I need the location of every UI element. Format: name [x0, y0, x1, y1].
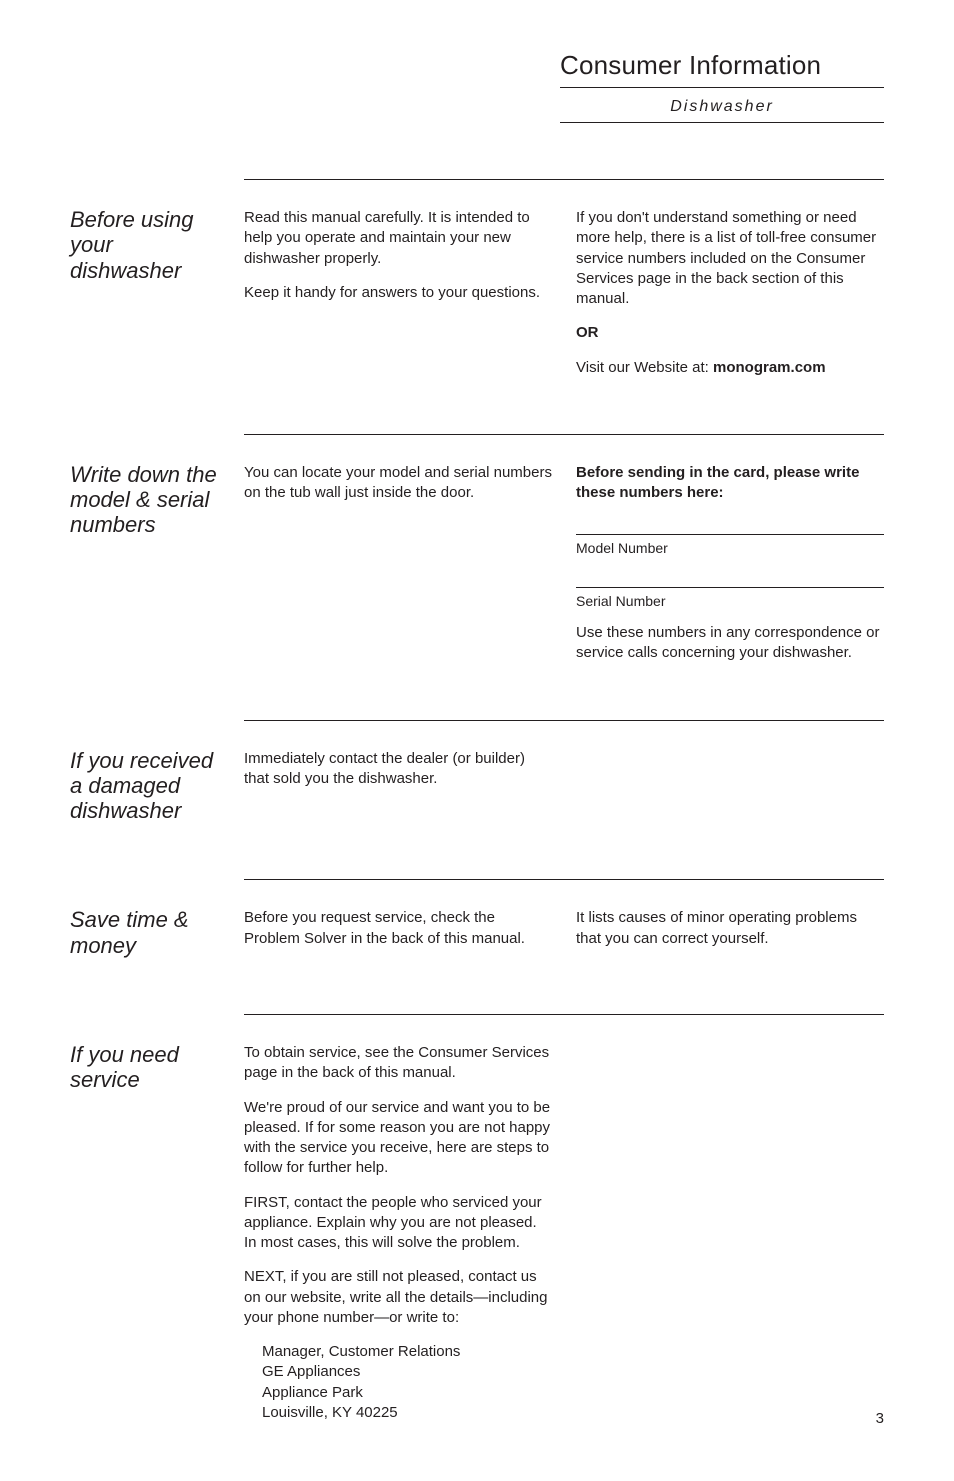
website-url: monogram.com — [713, 359, 826, 376]
left-column: Before you request service, check the Pr… — [244, 908, 552, 958]
body-text: If you don't understand something or nee… — [576, 208, 884, 309]
page-number: 3 — [876, 1410, 884, 1427]
write-numbers-heading: Before sending in the card, please write… — [576, 463, 884, 504]
side-heading: If you received a damaged dishwasher — [70, 720, 220, 824]
model-number-line — [576, 517, 884, 535]
model-number-label: Model Number — [576, 539, 884, 558]
body-text: Keep it handy for answers to your questi… — [244, 283, 552, 303]
address-line: Manager, Customer Relations — [262, 1342, 552, 1362]
body-text: Read this manual carefully. It is intend… — [244, 208, 552, 269]
side-heading: Save time & money — [70, 879, 220, 958]
side-heading: Before using your dishwasher — [70, 179, 220, 378]
section-damaged: If you received a damaged dishwasher Imm… — [70, 692, 884, 852]
left-column: Immediately contact the dealer (or build… — [244, 749, 552, 824]
body-text: It lists causes of minor operating probl… — [576, 908, 884, 949]
body-text: Use these numbers in any correspondence … — [576, 623, 884, 664]
side-heading: Write down the model & serial numbers — [70, 434, 220, 664]
right-column — [576, 749, 884, 824]
left-column: Read this manual carefully. It is intend… — [244, 208, 552, 378]
right-column: Before sending in the card, please write… — [576, 463, 884, 664]
right-column: If you don't understand something or nee… — [576, 208, 884, 378]
section-before-using: Before using your dishwasher Read this m… — [70, 151, 884, 406]
visit-prefix: Visit our Website at: — [576, 359, 713, 376]
address-line: GE Appliances — [262, 1362, 552, 1382]
page-subtitle: Dishwasher — [560, 98, 884, 123]
mailing-address: Manager, Customer Relations GE Appliance… — [244, 1342, 552, 1423]
body-text: FIRST, contact the people who serviced y… — [244, 1193, 552, 1254]
section-save-time: Save time & money Before you request ser… — [70, 851, 884, 986]
serial-number-label: Serial Number — [576, 592, 884, 611]
section-model-serial: Write down the model & serial numbers Yo… — [70, 406, 884, 692]
body-text: We're proud of our service and want you … — [244, 1098, 552, 1179]
body-text: Before you request service, check the Pr… — [244, 908, 552, 949]
body-text: To obtain service, see the Consumer Serv… — [244, 1043, 552, 1084]
address-line: Louisville, KY 40225 — [262, 1403, 552, 1423]
left-column: To obtain service, see the Consumer Serv… — [244, 1043, 552, 1423]
right-column — [576, 1043, 884, 1423]
page-title: Consumer Information — [560, 50, 884, 88]
right-column: It lists causes of minor operating probl… — [576, 908, 884, 958]
website-line: Visit our Website at: monogram.com — [576, 358, 884, 378]
body-text: Immediately contact the dealer (or build… — [244, 749, 552, 790]
section-need-service: If you need service To obtain service, s… — [70, 986, 884, 1451]
address-line: Appliance Park — [262, 1383, 552, 1403]
body-text: NEXT, if you are still not pleased, cont… — [244, 1267, 552, 1328]
serial-number-line — [576, 570, 884, 588]
side-heading: If you need service — [70, 1014, 220, 1423]
header-block: Consumer Information Dishwasher — [560, 50, 884, 123]
body-text: You can locate your model and serial num… — [244, 463, 552, 504]
or-label: OR — [576, 323, 884, 343]
left-column: You can locate your model and serial num… — [244, 463, 552, 664]
